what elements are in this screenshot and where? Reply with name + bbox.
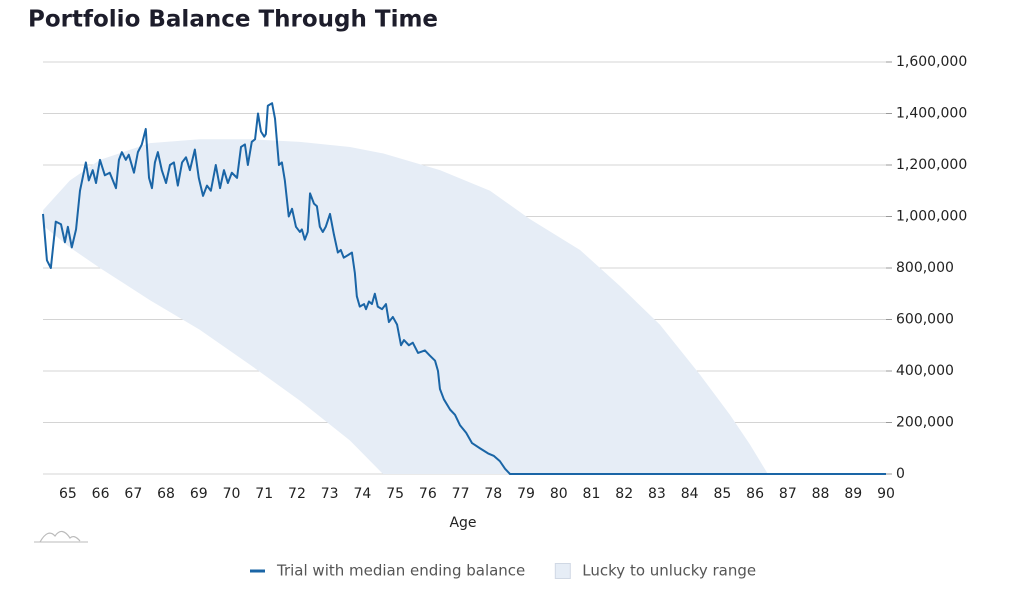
- y-tick-label: 1,200,000: [896, 157, 967, 173]
- chart-title: Portfolio Balance Through Time: [28, 7, 438, 33]
- x-tick-label: 74: [353, 486, 371, 502]
- x-tick-label: 85: [713, 486, 731, 502]
- y-tick-label: 1,600,000: [896, 54, 967, 70]
- line: [42, 102, 886, 475]
- logo: [34, 530, 88, 543]
- y-tick-label: 200,000: [896, 415, 954, 431]
- x-tick-label: 66: [92, 486, 110, 502]
- x-tick-label: 72: [288, 486, 306, 502]
- x-tick-label: 86: [746, 486, 764, 502]
- x-tick-label: 83: [648, 486, 666, 502]
- x-tick-label: 75: [386, 486, 404, 502]
- x-tick-label: 84: [681, 486, 699, 502]
- legend-swatch: [554, 563, 571, 579]
- x-tick-label: 71: [255, 486, 273, 502]
- y-tick-label: 1,000,000: [896, 209, 967, 225]
- x-tick-label: 87: [779, 486, 797, 502]
- y-tick-label: 600,000: [896, 312, 954, 328]
- legend-label: Lucky to unlucky range: [582, 562, 756, 580]
- x-tick-label: 68: [157, 486, 175, 502]
- y-tick-label: 0: [896, 466, 905, 482]
- x-tick-label: 81: [583, 486, 601, 502]
- x-tick-label: 89: [844, 486, 862, 502]
- y-tick-label: 800,000: [896, 260, 954, 276]
- x-tick-label: 67: [124, 486, 142, 502]
- y-tick-label: 1,400,000: [896, 106, 967, 122]
- x-tick-label: 65: [59, 486, 77, 502]
- x-axis-label: Age: [449, 515, 476, 531]
- range-band: [43, 139, 768, 474]
- legend-label: Trial with median ending balance: [276, 562, 525, 580]
- x-tick-label: 82: [615, 486, 633, 502]
- x-tick-label: 79: [517, 486, 535, 502]
- x-tick-label: 88: [812, 486, 830, 502]
- x-tick-label: 80: [550, 486, 568, 502]
- y-tick-label: 400,000: [896, 363, 954, 379]
- x-tick-label: 73: [321, 486, 339, 502]
- x-tick-label: 76: [419, 486, 437, 502]
- x-tick-label: 77: [452, 486, 470, 502]
- x-tick-label: 78: [484, 486, 502, 502]
- x-tick-label: 69: [190, 486, 208, 502]
- x-tick-label: 70: [223, 486, 241, 502]
- x-tick-label: 90: [877, 486, 895, 502]
